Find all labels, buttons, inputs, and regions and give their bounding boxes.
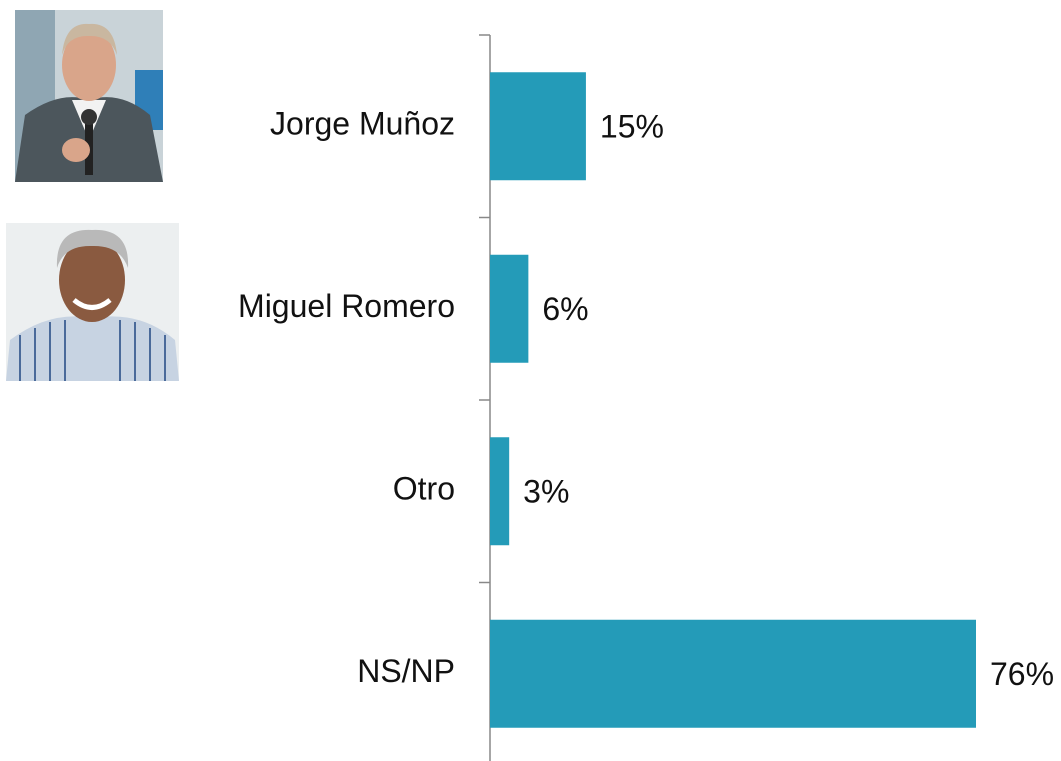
bar <box>490 72 586 180</box>
photo-jorge-munoz <box>15 10 163 182</box>
bar <box>490 255 528 363</box>
category-label: NS/NP <box>357 653 455 689</box>
bar <box>490 437 509 545</box>
chart: Jorge Muñoz 15% Miguel Romero 6% Otro 3% NS/NP… <box>0 0 1061 761</box>
bar <box>490 620 976 728</box>
value-label: 3% <box>523 474 569 510</box>
value-label: 6% <box>542 291 588 327</box>
photo-miguel-romero <box>6 223 179 381</box>
category-label: Otro <box>393 471 455 507</box>
category-label: Miguel Romero <box>238 288 455 324</box>
category-label: Jorge Muñoz <box>270 106 455 142</box>
value-label: 76% <box>990 656 1054 692</box>
value-label: 15% <box>600 109 664 145</box>
